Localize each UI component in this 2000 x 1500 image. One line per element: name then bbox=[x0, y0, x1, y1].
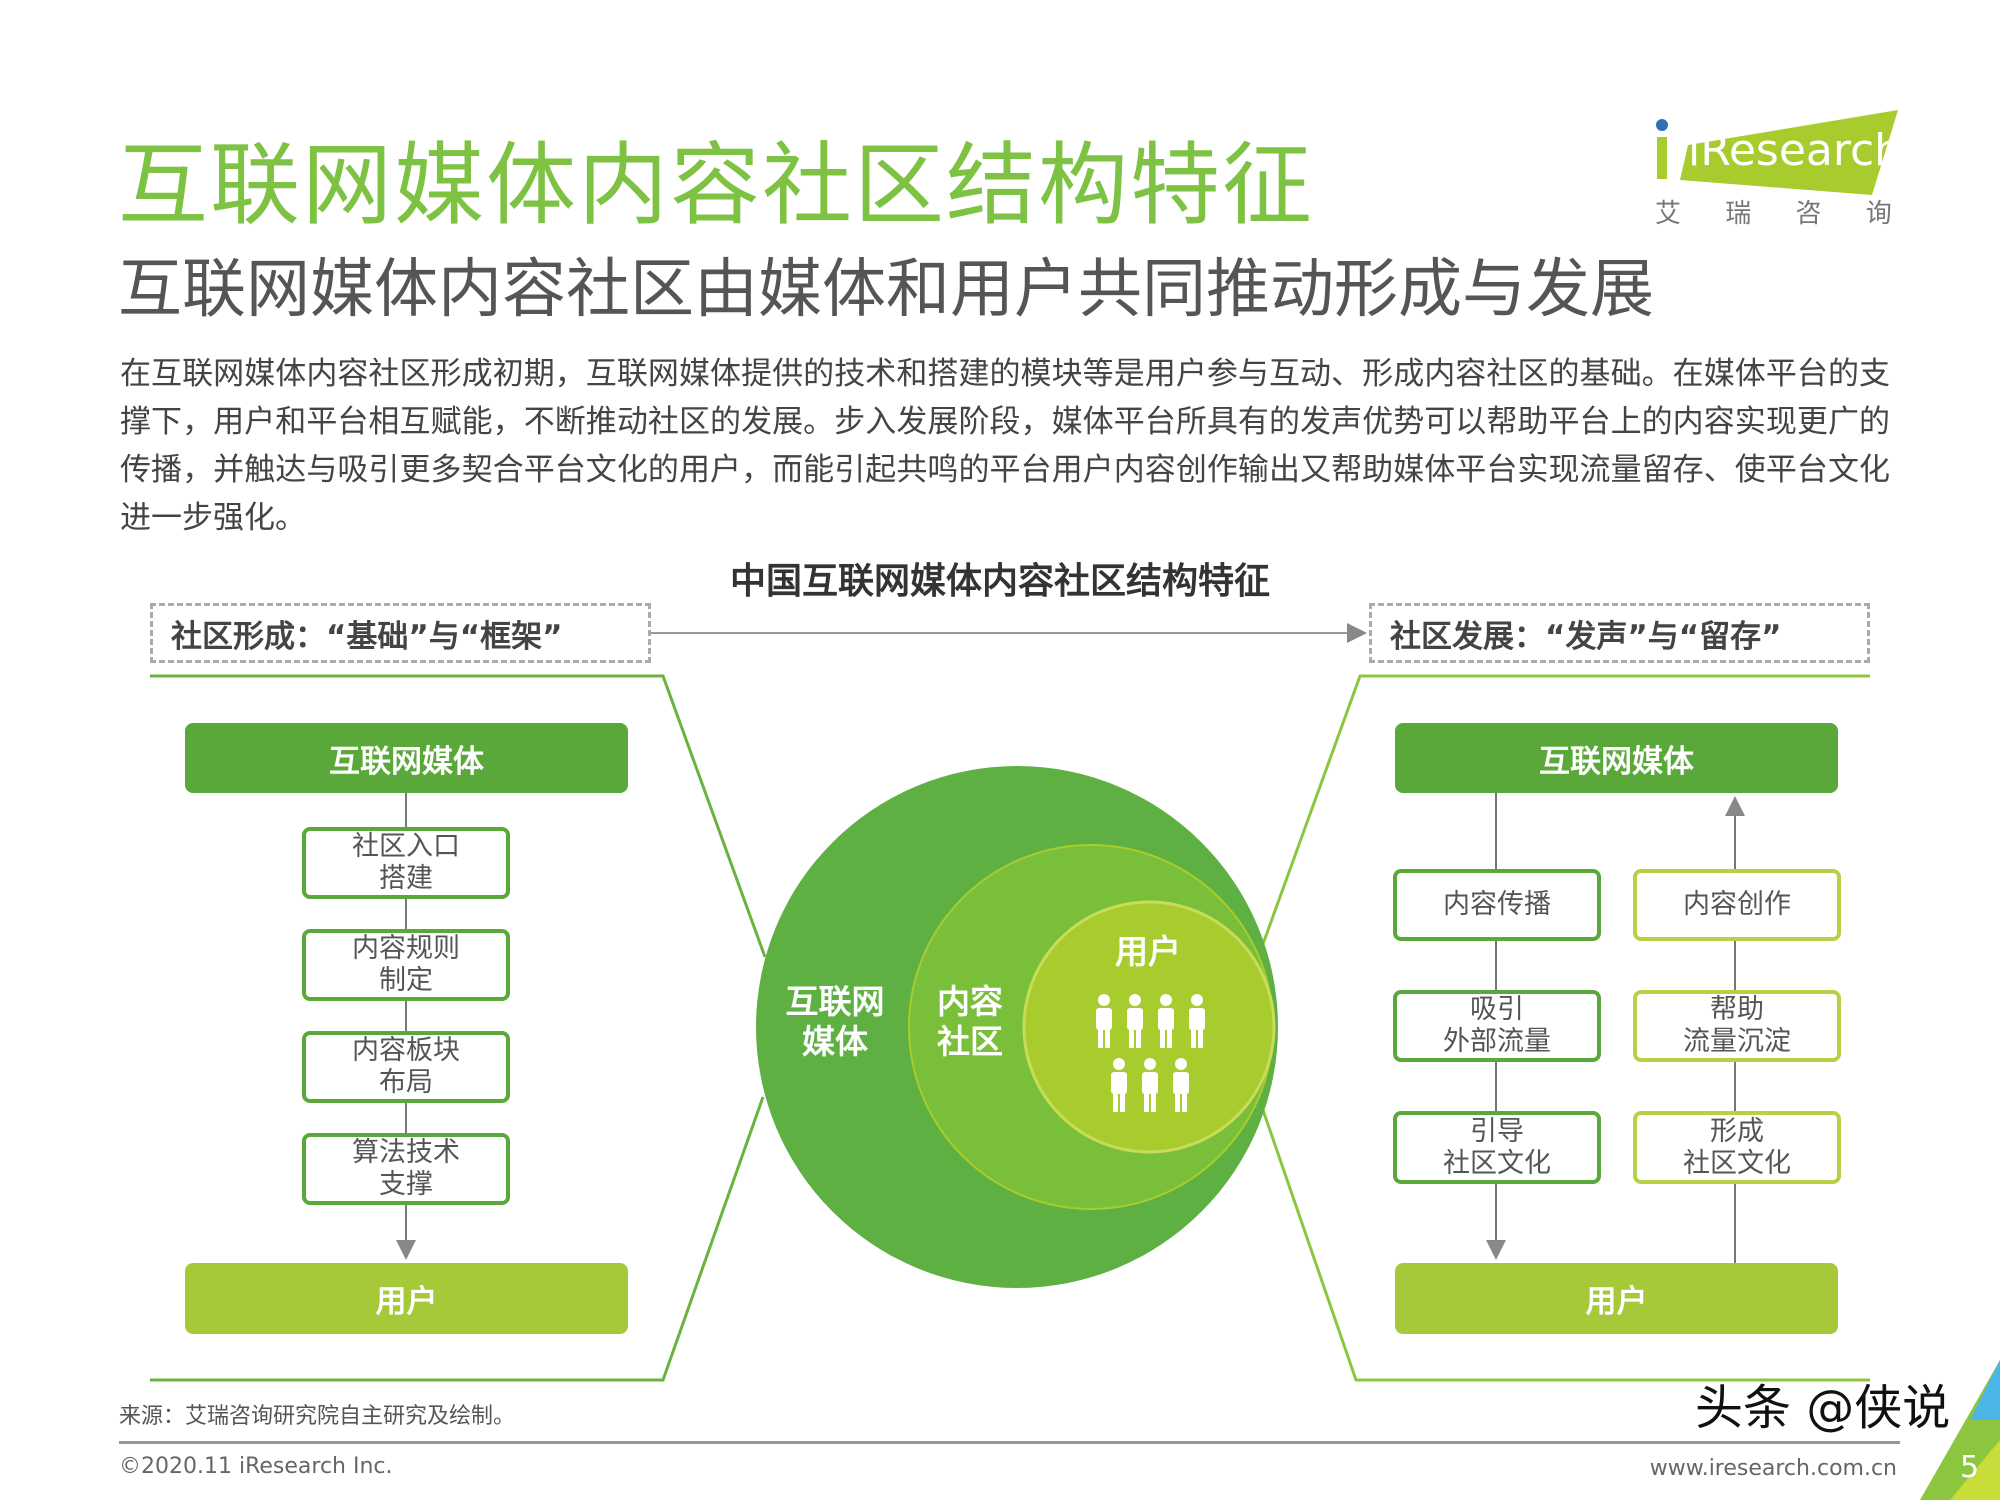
page-title: 互联网媒体内容社区结构特征 bbox=[118, 133, 1314, 238]
logo-shape-icon bbox=[1656, 110, 1898, 195]
page-subtitle: 互联网媒体内容社区由媒体和用户共同推动形成与发展 bbox=[118, 253, 1654, 327]
corner-decoration-icon bbox=[1920, 1360, 2000, 1500]
source-note: 来源：艾瑞咨询研究院自主研究及绘制。 bbox=[119, 1404, 516, 1429]
stage-left-label: 社区形成：“基础”与“框架” bbox=[150, 603, 651, 663]
left-frame-bottom bbox=[150, 1096, 765, 1382]
right-top-bar: 互联网媒体 bbox=[1395, 723, 1838, 793]
logo-cn: 艾 瑞 咨 询 bbox=[1655, 199, 1910, 229]
diagram-title: 中国互联网媒体内容社区结构特征 bbox=[729, 561, 1270, 602]
inner-circle bbox=[1022, 900, 1276, 1154]
stage-right-label: 社区发展：“发声”与“留存” bbox=[1369, 603, 1870, 663]
iresearch-logo: iResearch 艾 瑞 咨 询 bbox=[1650, 105, 1903, 229]
right-up-step: 形成 社区文化 bbox=[1633, 1111, 1841, 1184]
left-step: 算法技术 支撑 bbox=[302, 1133, 510, 1205]
left-step: 内容规则 制定 bbox=[302, 929, 510, 1001]
left-step: 社区入口 搭建 bbox=[302, 827, 510, 899]
users-icon bbox=[0, 0, 1205, 1112]
left-step: 内容板块 布局 bbox=[302, 1031, 510, 1103]
right-bottom-bar: 用户 bbox=[1395, 1263, 1838, 1334]
right-up-step: 帮助 流量沉淀 bbox=[1633, 990, 1841, 1062]
right-down-step: 内容传播 bbox=[1393, 869, 1601, 941]
right-down-step: 引导 社区文化 bbox=[1393, 1111, 1601, 1184]
logo-text: iResearch bbox=[1688, 125, 1903, 176]
page-number: 5 bbox=[1960, 1450, 1980, 1485]
circle-label-users: 用户 bbox=[1115, 932, 1181, 971]
left-frame-top bbox=[150, 674, 767, 958]
right-up-step: 内容创作 bbox=[1633, 869, 1841, 941]
body-paragraph: 在互联网媒体内容社区形成初期，互联网媒体提供的技术和搭建的模块等是用户参与互动、… bbox=[120, 356, 1890, 536]
left-bottom-bar: 用户 bbox=[185, 1263, 628, 1334]
right-frame-bottom bbox=[1261, 1109, 1870, 1382]
circle-label-media: 互联网 媒体 bbox=[785, 982, 885, 1061]
watermark: 头条 @侠说 bbox=[1695, 1380, 1951, 1436]
right-down-step: 吸引 外部流量 bbox=[1393, 990, 1601, 1062]
left-top-bar: 互联网媒体 bbox=[185, 723, 628, 793]
footer-divider bbox=[119, 1441, 1900, 1444]
copyright: ©2020.11 iResearch Inc. bbox=[119, 1454, 393, 1479]
website-link[interactable]: www.iresearch.com.cn bbox=[1649, 1456, 1897, 1481]
circle-label-community: 内容 社区 bbox=[937, 982, 1003, 1061]
right-frame-top bbox=[1261, 674, 1870, 945]
